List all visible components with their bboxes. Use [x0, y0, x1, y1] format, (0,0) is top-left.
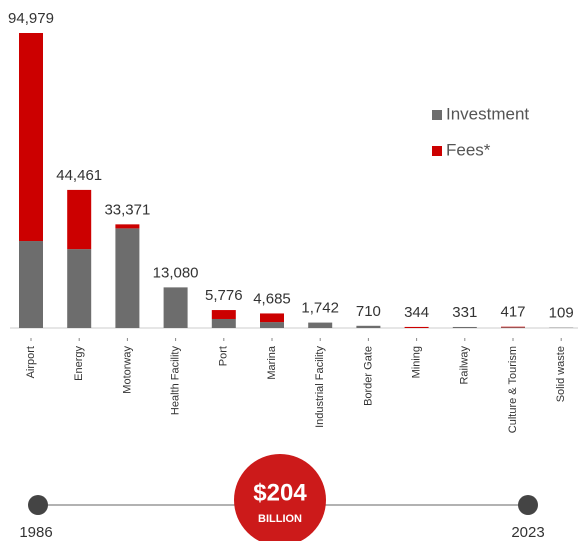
- x-tick-label: Health Facility: [170, 346, 182, 416]
- x-tick-label: Port: [218, 346, 230, 366]
- x-tick-label: Marina: [266, 345, 278, 380]
- timeline-start-dot: [28, 495, 48, 515]
- legend-swatch: [432, 146, 442, 156]
- bar-segment: [19, 33, 43, 242]
- total-label: 109: [549, 305, 574, 322]
- bar-segment: [501, 327, 525, 328]
- timeline-end: 2023: [511, 524, 544, 541]
- bar-segment: [404, 326, 429, 328]
- x-tick-label: Mining: [411, 346, 423, 378]
- x-tick-label: Motorway: [121, 346, 133, 394]
- total-label: 13,080: [153, 264, 199, 281]
- x-tick-label: Culture & Tourism: [507, 346, 519, 433]
- total-label: 5,776: [205, 287, 243, 304]
- total-label: 4,685: [253, 290, 291, 307]
- x-tick-label: Solid waste: [555, 346, 567, 402]
- x-tick-label: Energy: [73, 346, 85, 381]
- bar-segment: [501, 326, 525, 328]
- timeline-start: 1986: [19, 524, 52, 541]
- total-label: 94,979: [8, 10, 54, 27]
- x-tick-label: Industrial Facility: [314, 346, 326, 428]
- bar-segment: [19, 241, 43, 328]
- bar-segment: [67, 189, 92, 250]
- bar-segment: [211, 318, 236, 328]
- bar-segment: [356, 325, 381, 328]
- total-label: 33,371: [104, 201, 150, 218]
- total-label: 344: [404, 304, 429, 321]
- x-tick-label: Border Gate: [362, 346, 374, 406]
- bar-segment: [67, 249, 92, 328]
- bar-segment: [452, 326, 477, 328]
- total-unit: BILLION: [258, 513, 302, 525]
- timeline-end-dot: [518, 495, 538, 515]
- bar-segment: [260, 322, 284, 328]
- total-label: 1,742: [301, 300, 339, 317]
- total-label: 331: [452, 304, 477, 321]
- legend-label: Fees*: [446, 140, 491, 159]
- x-tick-label: Airport: [25, 346, 37, 378]
- bar-segment: [115, 224, 140, 229]
- bar-segment: [211, 310, 236, 319]
- total-label: 44,461: [56, 167, 102, 184]
- bar-segment: [308, 322, 333, 328]
- total-amount: $204: [253, 479, 307, 506]
- bar-segment: [163, 287, 188, 328]
- total-badge: [234, 454, 326, 541]
- bar-segment: [115, 228, 140, 328]
- x-tick-label: Railway: [459, 346, 471, 385]
- legend-swatch: [432, 110, 442, 120]
- total-label: 417: [500, 304, 525, 321]
- legend-label: Investment: [446, 104, 529, 123]
- bar-segment: [260, 313, 284, 323]
- total-label: 710: [356, 303, 381, 320]
